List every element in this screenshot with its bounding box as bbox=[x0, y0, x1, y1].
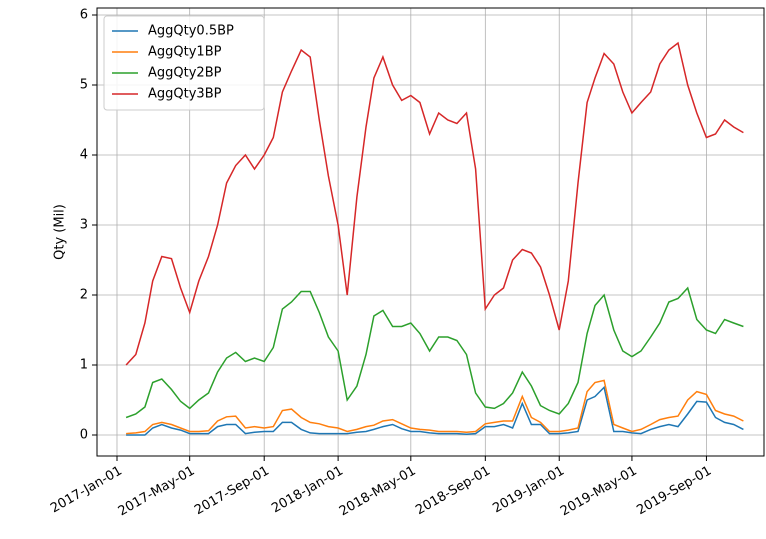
legend-box bbox=[103, 15, 265, 111]
x-tick-label: 2019-Jan-01 bbox=[490, 464, 567, 517]
x-tick-label: 2017-May-01 bbox=[116, 464, 198, 520]
x-tick-label: 2018-May-01 bbox=[337, 464, 419, 520]
legend-label: AggQty3BP bbox=[148, 87, 222, 102]
legend-label: AggQty0.5BP bbox=[148, 24, 234, 39]
y-tick-label: 0 bbox=[80, 428, 88, 443]
y-tick-label: 5 bbox=[80, 78, 88, 93]
x-tick-label: 2019-Sep-01 bbox=[634, 464, 714, 519]
y-tick-label: 6 bbox=[80, 8, 88, 23]
series-line bbox=[125, 286, 744, 419]
legend-label: AggQty1BP bbox=[148, 45, 222, 60]
series-line bbox=[126, 385, 744, 436]
x-tick-label: 2018-Jan-01 bbox=[269, 464, 346, 517]
y-tick-label: 1 bbox=[80, 358, 88, 373]
series-line bbox=[126, 379, 744, 435]
y-tick-label: 3 bbox=[80, 218, 88, 233]
y-tick-label: 2 bbox=[80, 288, 88, 303]
x-tick-label: 2017-Jan-01 bbox=[48, 464, 125, 517]
legend-label: AggQty2BP bbox=[148, 66, 222, 81]
x-tick-label: 2019-May-01 bbox=[558, 464, 640, 520]
x-tick-label: 2017-Sep-01 bbox=[192, 464, 272, 519]
series-line bbox=[125, 41, 744, 366]
y-axis-label: Qty (Mil) bbox=[53, 204, 68, 260]
plot-frame bbox=[96, 7, 765, 457]
x-tick-label: 2018-Sep-01 bbox=[413, 464, 493, 519]
y-tick-label: 4 bbox=[80, 148, 88, 163]
